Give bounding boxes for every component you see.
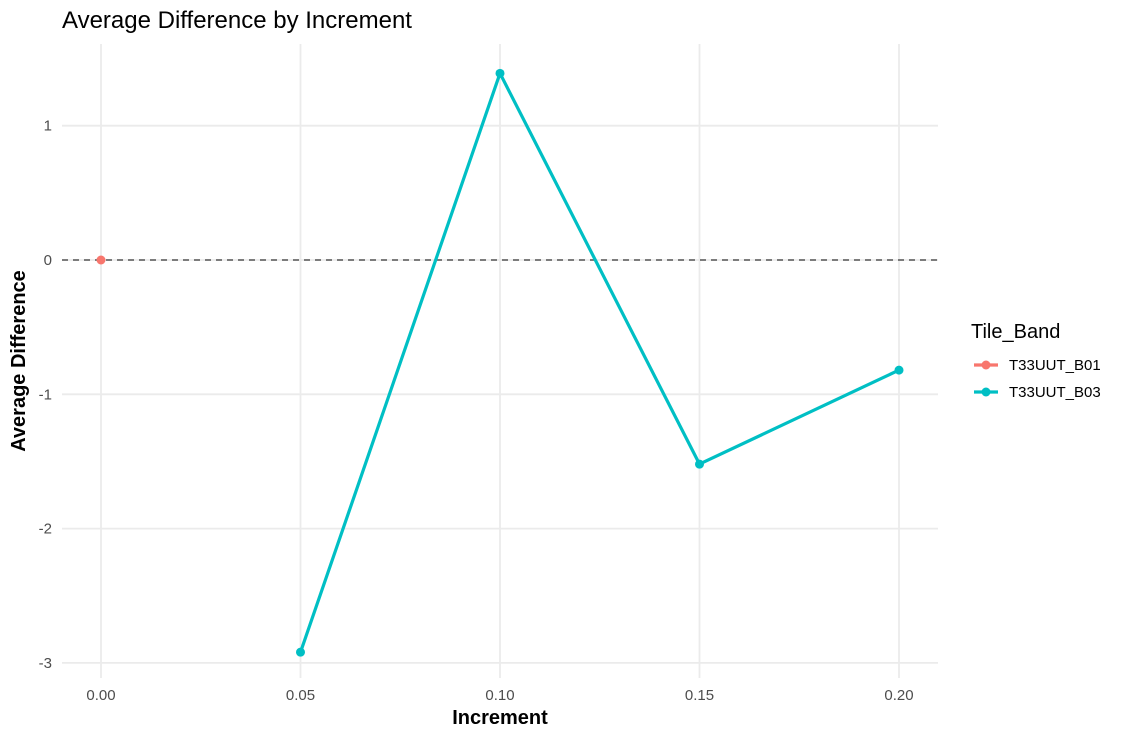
- legend: Tile_Band T33UUT_B01 T33UUT_B03: [971, 321, 1101, 401]
- data-point-1-2: [695, 459, 704, 469]
- x-tick-labels: 0.00 0.05 0.10 0.15 0.20: [86, 687, 913, 704]
- series-line-1: [298, 71, 901, 654]
- chart-title: Average Difference by Increment: [62, 7, 412, 34]
- x-tick-label-1: 0.05: [286, 687, 315, 704]
- y-tick-label-0: -3: [39, 655, 52, 672]
- legend-label-0: T33UUT_B01: [1009, 357, 1101, 374]
- legend-key-point-0: [981, 360, 991, 370]
- data-point-1-0: [296, 647, 305, 657]
- y-tick-label-4: 1: [44, 118, 52, 135]
- y-axis-title: Average Difference: [8, 270, 30, 452]
- y-tick-label-3: 0: [44, 252, 52, 269]
- legend-label-1: T33UUT_B03: [1009, 384, 1101, 401]
- data-point-1-3: [894, 365, 904, 375]
- data-point-1-1: [495, 68, 505, 78]
- data-point-0-0: [96, 255, 106, 265]
- legend-title: Tile_Band: [971, 321, 1060, 343]
- x-tick-label-2: 0.10: [485, 687, 514, 704]
- x-tick-label-0: 0.00: [86, 687, 115, 704]
- series-layer: [96, 68, 904, 657]
- y-tick-labels: -3 -2 -1 0 1: [39, 118, 52, 672]
- y-tick-label-1: -2: [39, 521, 52, 538]
- y-tick-label-2: -1: [39, 386, 52, 403]
- grid-lines: [62, 44, 938, 678]
- x-axis-title: Increment: [452, 707, 548, 729]
- x-tick-label-3: 0.15: [685, 687, 714, 704]
- legend-key-point-1: [981, 387, 991, 397]
- x-tick-label-4: 0.20: [884, 687, 913, 704]
